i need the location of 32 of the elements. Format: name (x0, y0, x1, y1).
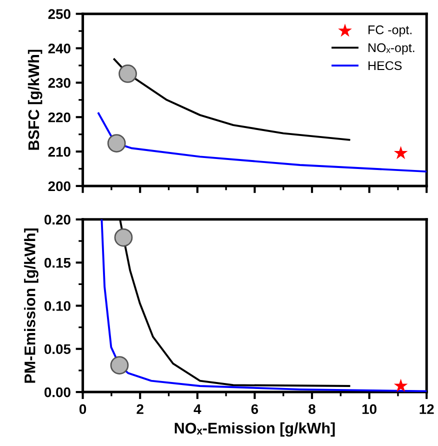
y-tick-label: 250 (48, 9, 70, 19)
x-tick-label: 0 (79, 404, 86, 414)
y-tick-label: 0.20 (44, 214, 70, 225)
x-tick-label: 10 (362, 404, 376, 414)
point (107, 134, 126, 152)
y-tick-label: 240 (48, 44, 70, 54)
legend-label: FC -opt. (368, 25, 412, 37)
line-series (98, 112, 427, 172)
y-tick-label: 0.10 (44, 301, 70, 311)
y-tick-label: 0.05 (44, 344, 71, 354)
x-tick-label: 8 (308, 404, 316, 414)
y-tick-label: 200 (48, 181, 70, 192)
y-tick-label: 0.15 (44, 258, 71, 268)
y-tick-label: 220 (48, 112, 70, 122)
y-axis-title: BSFC [g/kWh] (28, 50, 42, 150)
line-series (113, 58, 350, 141)
x-tick-label: 2 (136, 404, 144, 414)
x-tick-label: 12 (420, 404, 434, 414)
x-tick-label: 6 (251, 404, 258, 414)
y-tick-label: 0.00 (44, 387, 70, 398)
legend-label: HECS (368, 61, 402, 70)
legend-label: NOₓ-opt. (368, 43, 414, 55)
y-axis-title: PM-Emission [g/kWh] (24, 228, 38, 383)
y-tick-label: 230 (48, 78, 70, 88)
y-tick-label: 210 (48, 146, 70, 157)
x-tick-label: 4 (194, 404, 202, 414)
point (394, 146, 408, 160)
point (118, 64, 137, 83)
point (394, 378, 408, 392)
x-axis-title: NOₓ-Emission [g/kWh] (174, 422, 335, 437)
point (114, 228, 133, 247)
point (110, 356, 129, 374)
